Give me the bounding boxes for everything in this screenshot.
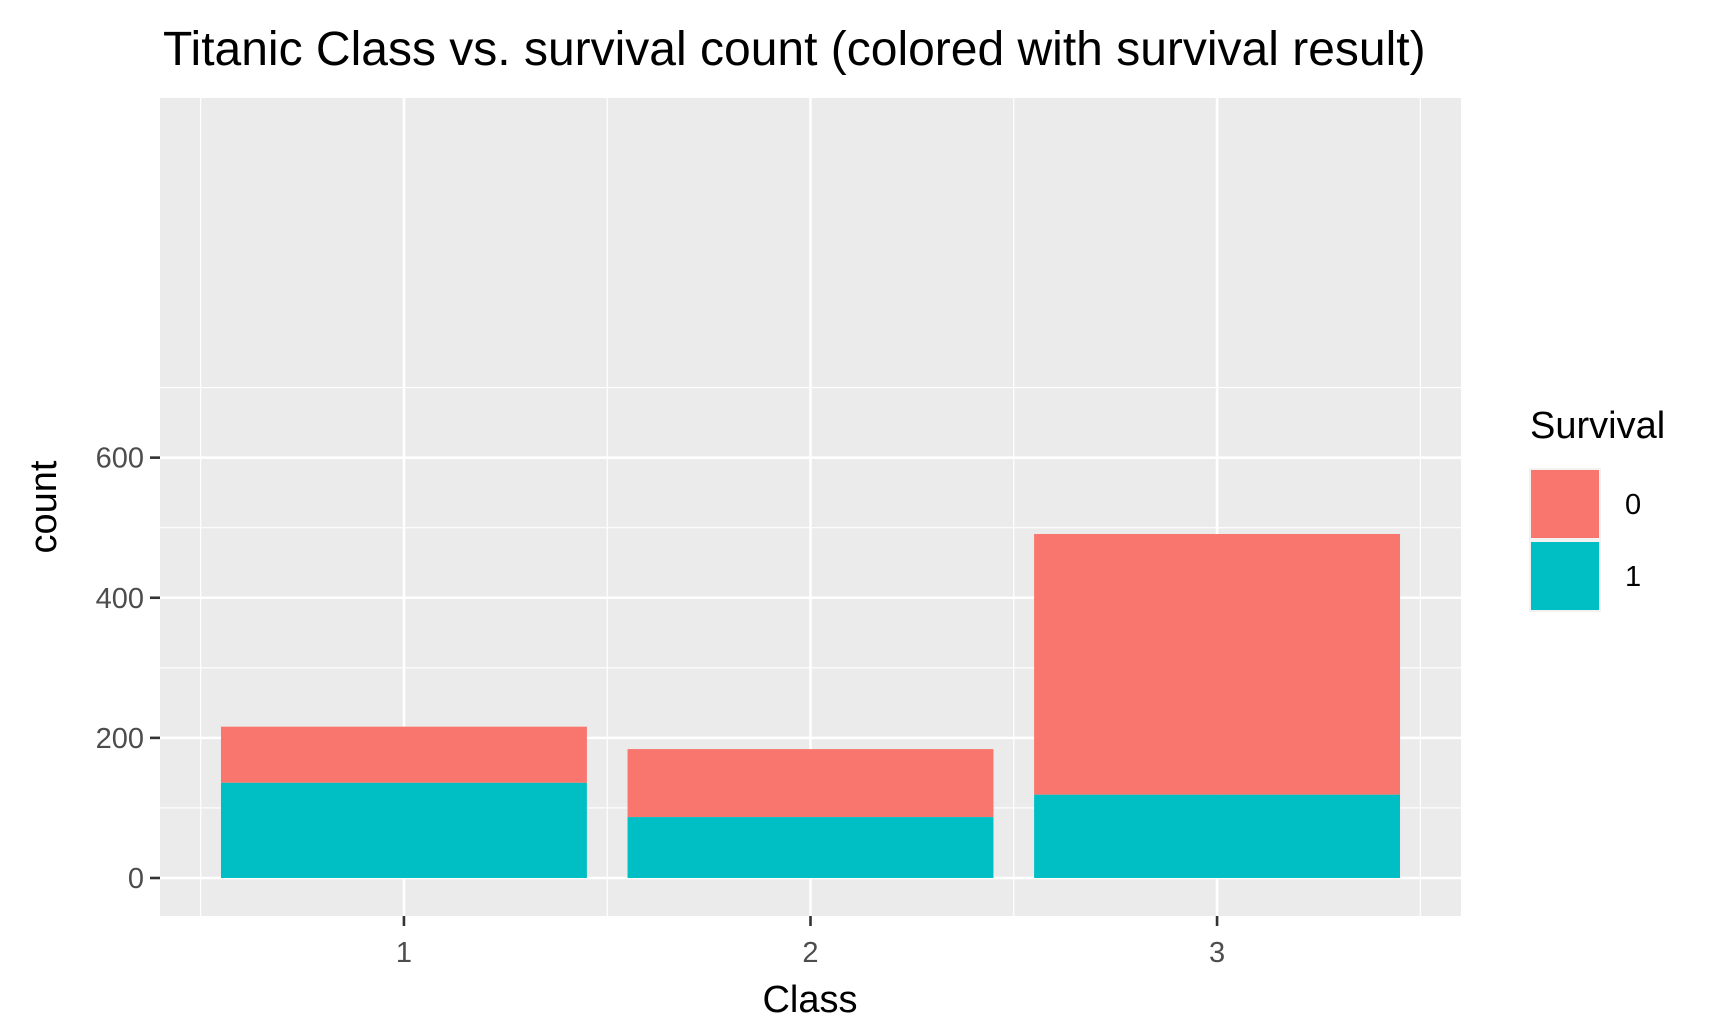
bar-class-3-survival-0 [1034, 534, 1401, 795]
x-axis-title: Class [762, 979, 857, 1021]
y-tick-label: 200 [96, 723, 144, 755]
x-tick-label: 1 [396, 937, 412, 969]
y-axis-title: count [23, 460, 65, 553]
legend-title: Survival [1530, 405, 1665, 447]
x-tick-label: 2 [802, 937, 818, 969]
axes: 0 200 400 600 1 2 3 [96, 443, 1226, 969]
legend: Survival 01 [1529, 405, 1665, 612]
bar-class-1-survival-0 [220, 726, 587, 783]
legend-entries: 01 [1529, 468, 1641, 612]
chart-title: Titanic Class vs. survival count (colore… [163, 23, 1426, 76]
bar-class-2-survival-0 [627, 749, 994, 818]
bar-class-1-survival-1 [220, 782, 587, 878]
bar-class-3-survival-1 [1034, 794, 1401, 878]
legend-label: 1 [1625, 561, 1641, 593]
x-tick-label: 3 [1209, 937, 1225, 969]
bar-class-2-survival-1 [627, 817, 994, 878]
y-tick-label: 0 [128, 863, 144, 895]
bars [220, 534, 1401, 878]
legend-key [1531, 470, 1599, 538]
legend-key [1531, 542, 1599, 610]
y-tick-label: 600 [96, 443, 144, 475]
legend-label: 0 [1625, 489, 1641, 521]
y-tick-label: 400 [96, 583, 144, 615]
